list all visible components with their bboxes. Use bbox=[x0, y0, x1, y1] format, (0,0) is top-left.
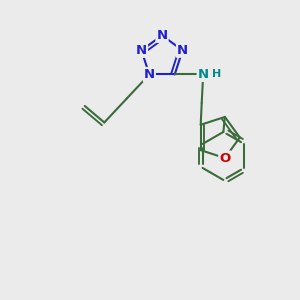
Text: N: N bbox=[156, 29, 168, 42]
Text: N: N bbox=[198, 68, 209, 81]
Text: N: N bbox=[136, 44, 147, 57]
Text: N: N bbox=[144, 68, 155, 81]
Text: O: O bbox=[219, 152, 230, 164]
Text: N: N bbox=[177, 44, 188, 57]
Text: H: H bbox=[212, 69, 221, 79]
